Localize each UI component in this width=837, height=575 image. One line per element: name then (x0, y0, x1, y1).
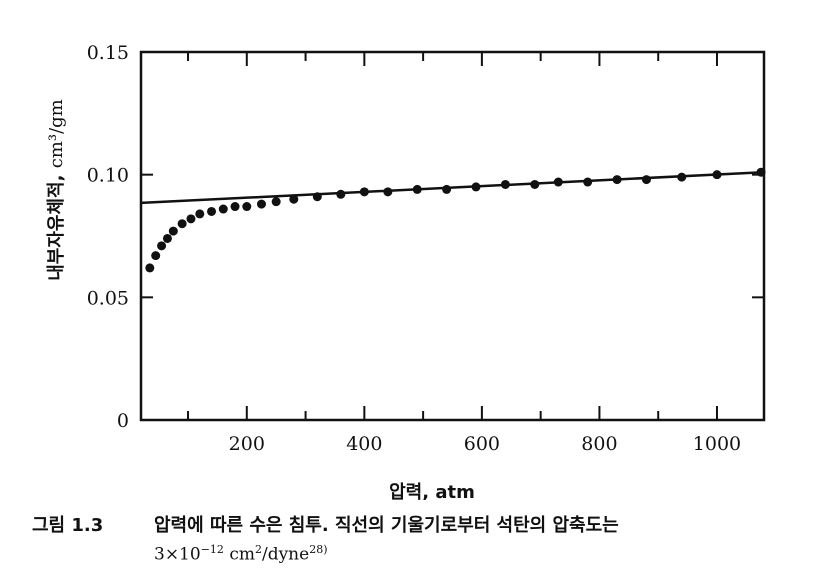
fit-line (140, 170, 765, 205)
data-point (583, 177, 593, 187)
data-point (412, 184, 422, 194)
x-tick-label: 400 (346, 433, 382, 455)
y-tick-label: 0 (117, 410, 129, 432)
y-tick-label: 0.05 (87, 287, 129, 309)
data-points (145, 167, 766, 273)
caption-reference: 28) (309, 543, 328, 556)
data-point (641, 175, 651, 185)
data-point (162, 233, 172, 243)
data-point (312, 192, 322, 202)
data-point (500, 179, 510, 189)
data-point (157, 241, 167, 251)
data-point (442, 184, 452, 194)
y-tick-label: 0.15 (87, 42, 129, 64)
data-point (612, 175, 622, 185)
y-tick-labels: 0 0.05 0.10 0.15 (87, 42, 129, 432)
data-point (383, 187, 393, 197)
y-axis-label: 내부자유체적, cm³/gm (46, 99, 67, 281)
plot-frame (139, 50, 766, 422)
scatter-chart: 0 0.05 0.10 0.15 200 400 600 800 1000 압력, atm 내… (46, 42, 766, 500)
figure-caption: 그림 1.3 압력에 따른 수은 침투. 직선의 기울기로부터 석탄의 압축도는 … (32, 514, 827, 567)
x-tick-label: 800 (581, 433, 617, 455)
data-point (242, 202, 252, 212)
data-point (359, 187, 369, 197)
tick-marks (141, 51, 764, 421)
data-point (271, 197, 281, 207)
data-point (151, 251, 161, 261)
x-axis-label: 압력, atm (389, 482, 475, 500)
data-point (186, 214, 196, 224)
data-point (530, 179, 540, 189)
caption-text: 압력에 따른 수은 침투. 직선의 기울기로부터 석탄의 압축도는 (154, 515, 619, 536)
caption-unit: cm (223, 544, 255, 565)
data-point (471, 182, 481, 192)
caption-tail: /dyne (261, 544, 310, 565)
y-tick-label: 0.10 (87, 165, 129, 187)
figure-number: 그림 1.3 (32, 515, 104, 536)
caption-unit-exponent: 2 (254, 543, 262, 556)
data-point (230, 202, 240, 212)
data-point (145, 263, 155, 273)
data-point (712, 170, 722, 180)
caption-line-2: 3×10−12 cm2/dyne28) (32, 538, 827, 567)
x-tick-labels: 200 400 600 800 1000 (229, 433, 742, 455)
data-point (336, 189, 346, 199)
data-point (168, 226, 178, 236)
data-point (677, 172, 687, 182)
caption-line-1: 그림 1.3 압력에 따른 수은 침투. 직선의 기울기로부터 석탄의 압축도는 (32, 514, 827, 538)
y-axis-label-unit: cm³/gm (46, 99, 67, 168)
data-point (756, 167, 766, 177)
caption-base: 3×10 (154, 544, 201, 565)
data-point (195, 209, 205, 219)
caption-exponent: −12 (200, 543, 224, 556)
data-point (256, 199, 266, 209)
data-point (218, 204, 228, 214)
data-point (553, 177, 563, 187)
x-tick-label: 1000 (693, 433, 741, 455)
data-point (207, 206, 217, 216)
x-tick-label: 200 (229, 433, 265, 455)
data-point (289, 194, 299, 204)
y-axis-label-text: 내부자유체적, (46, 168, 67, 280)
x-tick-label: 600 (464, 433, 500, 455)
data-point (177, 219, 187, 229)
